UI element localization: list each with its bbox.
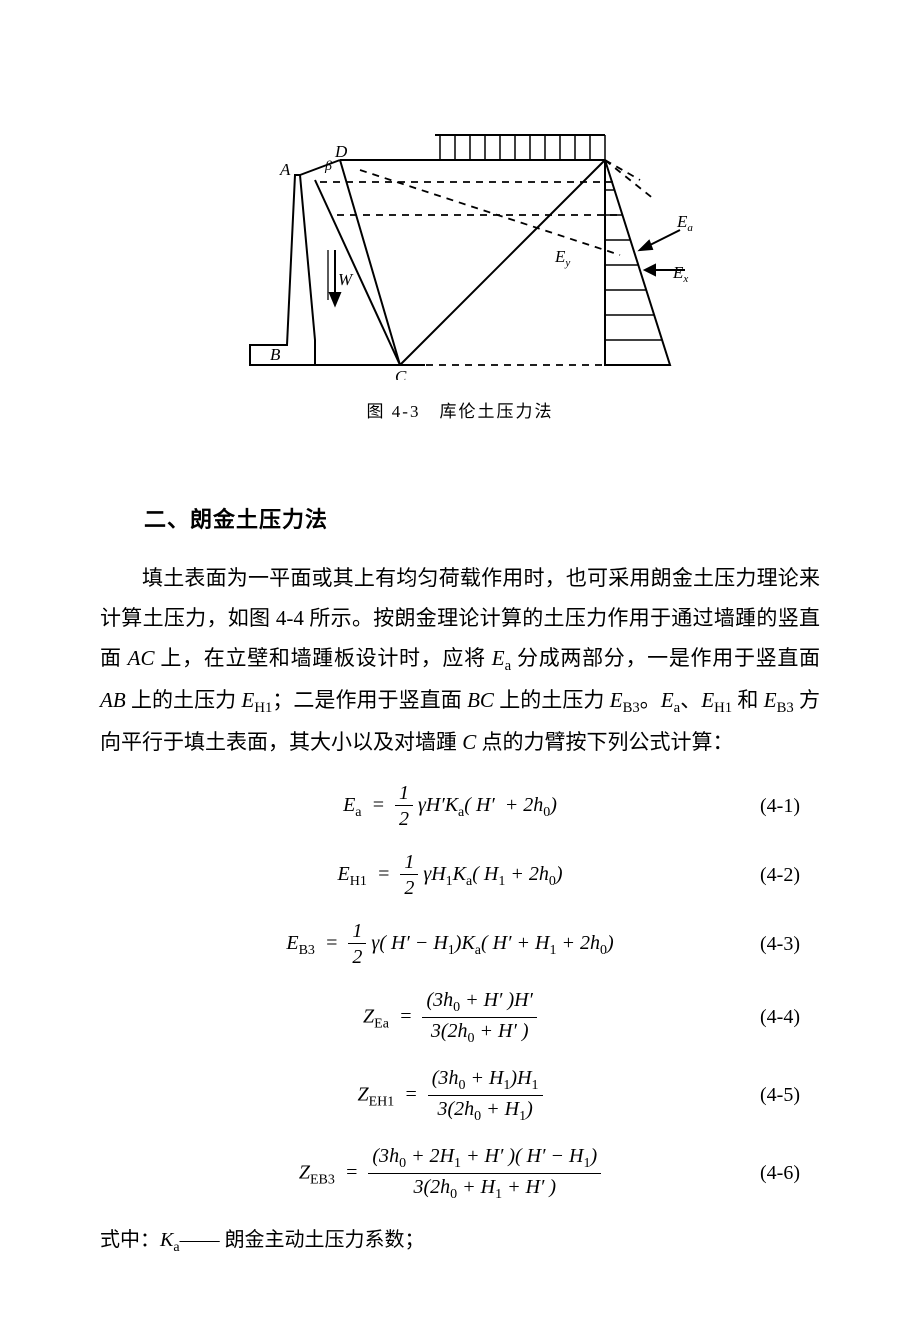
equation-body: ZEH1 = (3h0 + H1)H13(2h0 + H1)	[180, 1066, 720, 1126]
equation-number: (4-2)	[720, 864, 800, 887]
equation-body: EH1 = 12 γH1Ka( H1 + 2h0)	[180, 850, 720, 901]
equation-body: ZEa = (3h0 + H′ )H′3(2h0 + H′ )	[180, 988, 720, 1048]
equation-5: ZEH1 = (3h0 + H1)H13(2h0 + H1)(4-5)	[100, 1066, 820, 1126]
label-Ea: Ea	[676, 212, 693, 234]
equation-3: EB3 = 12 γ( H′ − H1)Ka( H′ + H1 + 2h0)(4…	[100, 919, 820, 970]
equation-body: ZEB3 = (3h0 + 2H1 + H′ )( H′ − H1)3(2h0 …	[180, 1144, 720, 1204]
equation-1: Ea = 12 γH′Ka( H′ + 2h0)(4-1)	[100, 781, 820, 832]
label-C: C	[395, 367, 407, 380]
figure-4-3: A D B C β W Ey Ea Ex 图 4-3 库伦土压力法	[100, 120, 820, 422]
label-Ey: Ey	[554, 247, 570, 269]
figure-caption: 图 4-3 库伦土压力法	[100, 397, 820, 422]
equation-number: (4-1)	[720, 795, 800, 818]
equation-list: Ea = 12 γH′Ka( H′ + 2h0)(4-1) EH1 = 12 γH…	[100, 781, 820, 1204]
equation-number: (4-3)	[720, 933, 800, 956]
label-W: W	[338, 270, 354, 289]
section-heading: 二、朗金土压力法	[100, 502, 820, 534]
label-A: A	[279, 160, 291, 179]
body-paragraph: 填土表面为一平面或其上有均匀荷载作用时，也可采用朗金土压力理论来计算土压力，如图…	[100, 559, 820, 763]
label-Ex: Ex	[672, 263, 688, 285]
equation-body: Ea = 12 γH′Ka( H′ + 2h0)	[180, 781, 720, 832]
equation-6: ZEB3 = (3h0 + 2H1 + H′ )( H′ − H1)3(2h0 …	[100, 1144, 820, 1204]
equation-number: (4-6)	[720, 1162, 800, 1185]
equation-number: (4-4)	[720, 1006, 800, 1029]
label-D: D	[334, 142, 348, 161]
equation-number: (4-5)	[720, 1084, 800, 1107]
figure-diagram: A D B C β W Ey Ea Ex	[225, 120, 695, 380]
label-beta: β	[324, 159, 332, 174]
equation-body: EB3 = 12 γ( H′ − H1)Ka( H′ + H1 + 2h0)	[180, 919, 720, 970]
equation-2: EH1 = 12 γH1Ka( H1 + 2h0)(4-2)	[100, 850, 820, 901]
where-line: 式中：Ka—— 朗金主动土压力系数；	[100, 1222, 820, 1260]
label-B: B	[270, 345, 281, 364]
equation-4: ZEa = (3h0 + H′ )H′3(2h0 + H′ )(4-4)	[100, 988, 820, 1048]
